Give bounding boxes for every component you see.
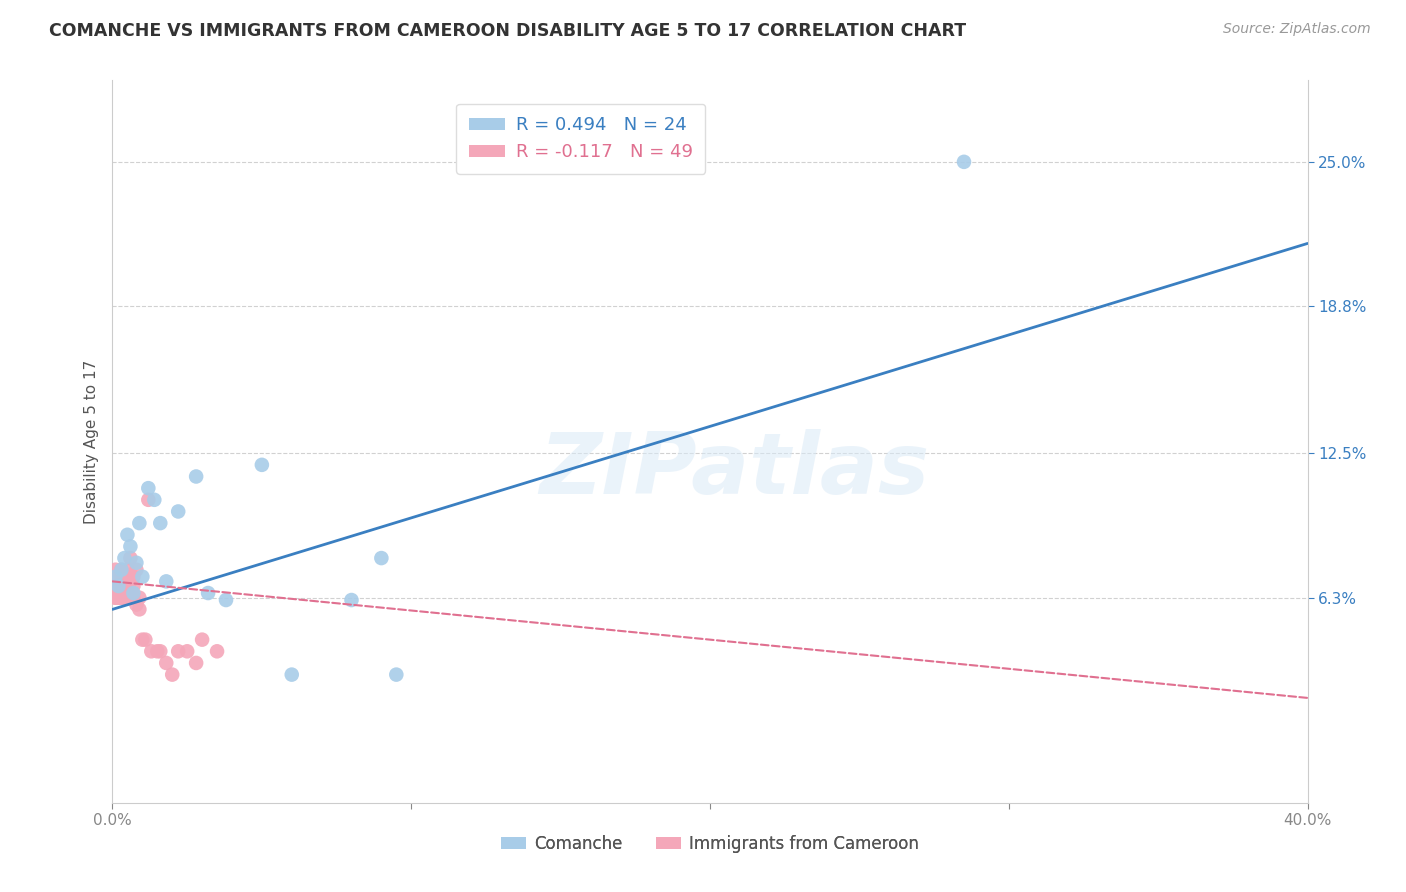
Point: [107, 591, 129, 605]
Point: [107, 574, 129, 589]
Text: COMANCHE VS IMMIGRANTS FROM CAMEROON DISABILITY AGE 5 TO 17 CORRELATION CHART: COMANCHE VS IMMIGRANTS FROM CAMEROON DIS…: [49, 22, 966, 40]
Point: [167, 644, 190, 658]
Point: [143, 492, 166, 507]
Point: [122, 586, 145, 600]
Point: [110, 586, 132, 600]
Point: [107, 579, 129, 593]
Point: [215, 593, 238, 607]
Point: [138, 481, 160, 495]
Point: [104, 586, 127, 600]
Point: [120, 551, 142, 566]
Point: [155, 574, 177, 589]
Point: [107, 591, 129, 605]
Point: [110, 574, 132, 589]
Y-axis label: Disability Age 5 to 17: Disability Age 5 to 17: [83, 359, 98, 524]
Point: [117, 591, 139, 605]
Point: [953, 154, 976, 169]
Point: [131, 570, 153, 584]
Point: [110, 563, 132, 577]
Point: [128, 602, 150, 616]
Point: [186, 469, 208, 483]
Point: [131, 632, 153, 647]
Point: [197, 586, 219, 600]
Point: [110, 570, 132, 584]
Point: [125, 556, 148, 570]
Point: [138, 492, 160, 507]
Point: [120, 591, 142, 605]
Point: [114, 591, 135, 605]
Point: [385, 667, 408, 681]
Point: [120, 540, 142, 554]
Point: [186, 656, 208, 670]
Point: [104, 591, 127, 605]
Point: [120, 574, 142, 589]
Point: [250, 458, 273, 472]
Point: [117, 563, 139, 577]
Point: [107, 591, 129, 605]
Point: [107, 579, 129, 593]
Point: [176, 644, 198, 658]
Point: [114, 579, 135, 593]
Point: [125, 598, 148, 612]
Point: [370, 551, 392, 566]
Point: [134, 632, 156, 647]
Point: [281, 667, 304, 681]
Point: [162, 667, 183, 681]
Point: [146, 644, 169, 658]
Point: [107, 586, 129, 600]
Point: [122, 579, 145, 593]
Point: [149, 516, 172, 530]
Point: [104, 579, 127, 593]
Point: [114, 586, 135, 600]
Point: [128, 516, 150, 530]
Point: [128, 591, 150, 605]
Point: [110, 591, 132, 605]
Point: [110, 591, 132, 605]
Point: [117, 586, 139, 600]
Point: [117, 579, 139, 593]
Point: [205, 644, 228, 658]
Point: [125, 563, 148, 577]
Point: [104, 570, 127, 584]
Point: [114, 551, 135, 566]
Point: [104, 563, 127, 577]
Point: [155, 656, 177, 670]
Point: [104, 591, 127, 605]
Point: [117, 528, 139, 542]
Legend: Comanche, Immigrants from Cameroon: Comanche, Immigrants from Cameroon: [495, 828, 925, 860]
Point: [167, 504, 190, 518]
Point: [149, 644, 172, 658]
Point: [141, 644, 163, 658]
Text: Source: ZipAtlas.com: Source: ZipAtlas.com: [1223, 22, 1371, 37]
Point: [114, 591, 135, 605]
Point: [110, 563, 132, 577]
Point: [340, 593, 363, 607]
Point: [191, 632, 214, 647]
Text: ZIPatlas: ZIPatlas: [538, 429, 929, 512]
Point: [114, 570, 135, 584]
Point: [122, 570, 145, 584]
Point: [122, 591, 145, 605]
